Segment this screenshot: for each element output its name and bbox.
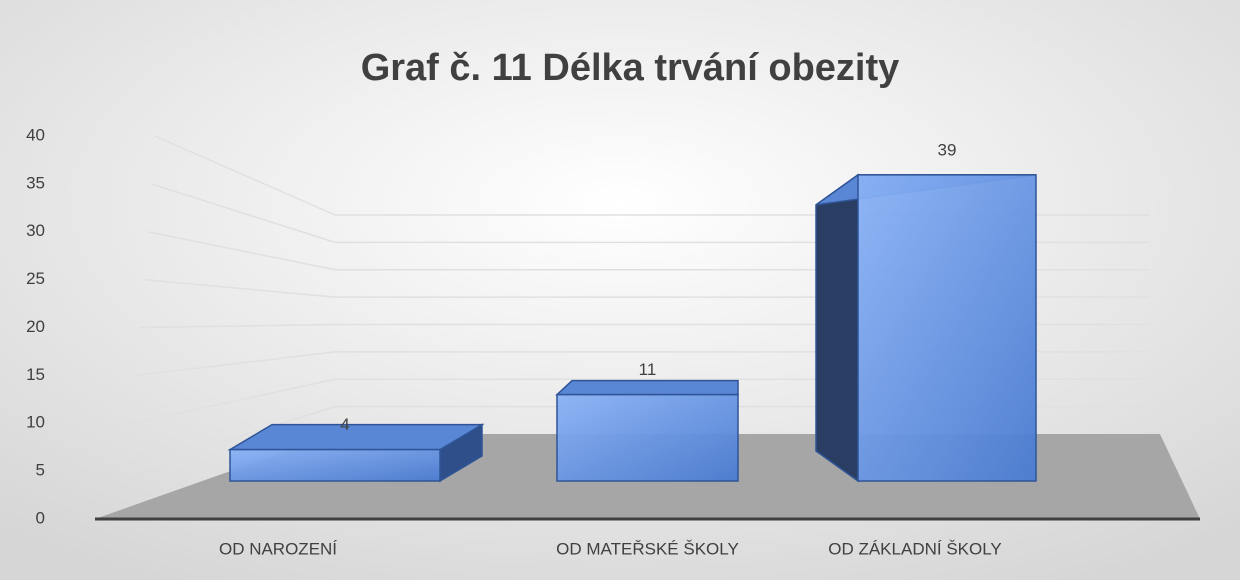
- x-tick-label: OD ZÁKLADNÍ ŠKOLY: [828, 539, 1002, 558]
- side-grid-line: [128, 405, 336, 472]
- bar-front: [229, 448, 441, 482]
- y-tick-label: 10: [26, 413, 45, 432]
- side-grid-line: [132, 378, 336, 424]
- y-tick-label: 30: [26, 221, 45, 240]
- bar: [227, 423, 485, 483]
- side-grid-line: [139, 323, 336, 329]
- y-tick-label: 25: [26, 269, 45, 288]
- bar-side: [815, 173, 859, 483]
- value-label: 4: [340, 415, 349, 434]
- y-tick-label: 0: [36, 508, 45, 527]
- y-tick-label: 35: [26, 173, 45, 192]
- side-grid-line: [136, 351, 336, 377]
- x-tick-label: OD NAROZENÍ: [219, 539, 337, 558]
- y-tick-label: 5: [36, 461, 45, 480]
- y-tick-label: 15: [26, 365, 45, 384]
- y-tick-label: 40: [26, 125, 45, 144]
- bar-front: [857, 174, 1037, 482]
- side-grid-line: [154, 135, 336, 216]
- value-label: 39: [938, 140, 957, 159]
- bar: [815, 173, 1037, 483]
- side-grid-line: [143, 278, 336, 298]
- y-tick-label: 20: [26, 317, 45, 336]
- value-label: 11: [639, 360, 657, 379]
- chart-title: Graf č. 11 Délka trvání obezity: [361, 47, 900, 89]
- side-grid-line: [147, 231, 336, 271]
- x-tick-label: OD MATEŘSKÉ ŠKOLY: [556, 539, 739, 558]
- side-grid-line: [151, 183, 336, 244]
- bar-top: [555, 379, 739, 396]
- bar-top: [227, 423, 485, 451]
- bar: [555, 379, 739, 482]
- bar-front: [556, 393, 739, 482]
